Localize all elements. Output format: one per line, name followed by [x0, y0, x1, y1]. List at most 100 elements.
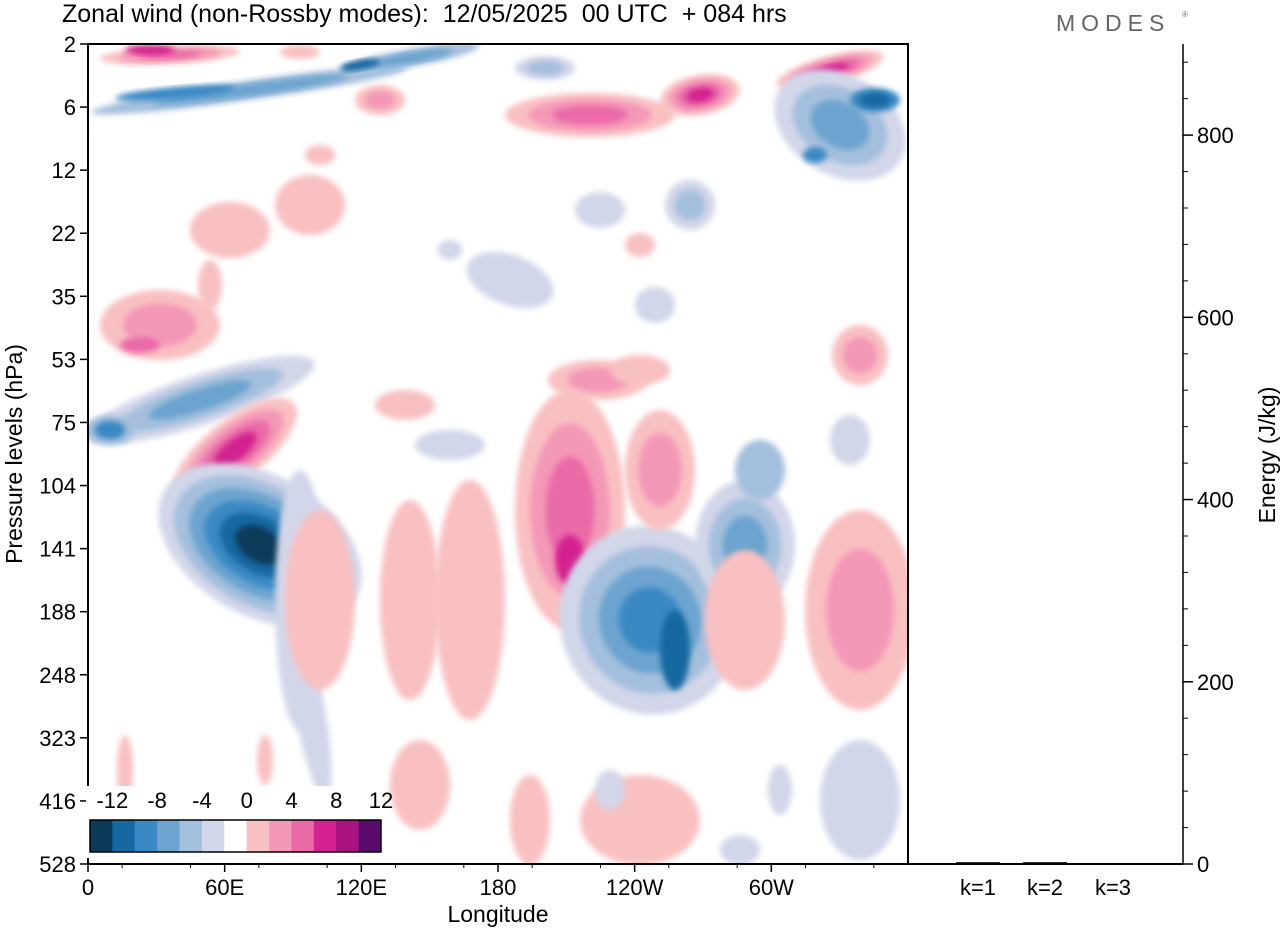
y-tick-label: 416 — [39, 789, 76, 814]
y-tick-label: 528 — [39, 852, 76, 877]
bar-category-label: k=2 — [1027, 875, 1063, 900]
contour-region — [149, 380, 251, 420]
contour-region — [810, 100, 870, 150]
contour-region — [575, 192, 625, 228]
y-tick-label: 2 — [64, 32, 76, 57]
x-tick-label: 60W — [749, 875, 794, 900]
y-tick-label: 104 — [39, 474, 76, 499]
colorbar-swatch — [336, 820, 360, 852]
energy-bar — [1023, 862, 1067, 864]
contour-region — [552, 105, 628, 125]
contour-region — [768, 765, 792, 815]
colorbar-swatch — [291, 820, 315, 852]
colorbar-tick-label: -12 — [96, 788, 128, 813]
contour-region — [705, 550, 785, 690]
y-tick-label: 22 — [52, 221, 76, 246]
contour-region — [635, 287, 675, 323]
y-axis-label: Pressure levels (hPa) — [1, 344, 27, 564]
contour-region — [660, 610, 690, 690]
x-axis: 0 60E 120E 180 120W 60W — [82, 864, 875, 900]
contour-region — [364, 90, 396, 110]
contour-region — [198, 260, 222, 310]
colorbar-swatch — [90, 820, 113, 852]
chart-title: Zonal wind (non-Rossby modes): 12/05/202… — [62, 0, 787, 28]
colorbar-tick-label: 12 — [369, 788, 393, 813]
contour-region — [340, 58, 380, 72]
modes-logo: MODES — [1056, 10, 1171, 36]
colorbar-tick-label: 8 — [330, 788, 342, 813]
y-tick-label: 323 — [39, 726, 76, 751]
contour-region — [510, 775, 550, 864]
energy-tick-label: 0 — [1197, 852, 1209, 877]
colorbar-swatch — [358, 820, 382, 852]
colorbar-swatch — [179, 820, 203, 852]
contour-region — [190, 202, 270, 258]
colorbar-swatch — [134, 820, 158, 852]
colorbar-swatch — [313, 820, 337, 852]
contour-region — [466, 251, 554, 309]
contour-region — [94, 420, 126, 440]
energy-tick-label: 200 — [1197, 670, 1234, 695]
contour-region — [803, 147, 827, 163]
x-tick-label: 60E — [205, 875, 244, 900]
x-tick-label: 120E — [336, 875, 387, 900]
colorbar-swatch — [201, 820, 225, 852]
contour-region — [545, 456, 595, 564]
contour-region — [367, 48, 453, 68]
contour-region — [235, 525, 285, 565]
colorbar-swatch — [224, 820, 248, 852]
contour-region — [380, 500, 440, 700]
colorbar-tick-label: -8 — [147, 788, 167, 813]
y-tick-label: 141 — [39, 537, 76, 562]
colorbar: -12 -8 -4 0 4 8 12 — [86, 786, 393, 858]
colorbar-tick-label: 0 — [241, 788, 253, 813]
contour-region — [686, 87, 714, 103]
contour-region — [257, 735, 273, 785]
contour-region — [830, 415, 870, 465]
contour-region — [638, 433, 682, 507]
energy-tick-label: 400 — [1197, 488, 1234, 513]
contour-region — [438, 240, 462, 260]
contour-region — [305, 145, 335, 165]
wind-field — [88, 44, 908, 864]
contour-region — [820, 740, 900, 860]
colorbar-tick-label: 4 — [285, 788, 297, 813]
registered-mark: ® — [1182, 10, 1188, 19]
x-tick-label: 120W — [606, 875, 664, 900]
energy-axis: 0 200 400 600 800 — [1183, 61, 1234, 877]
contour-region — [375, 390, 435, 420]
contour-region — [390, 740, 450, 830]
x-axis-label: Longitude — [447, 901, 548, 927]
y-tick-label: 35 — [52, 284, 76, 309]
contour-region — [526, 60, 564, 76]
x-tick-label: 180 — [480, 875, 517, 900]
y-tick-label: 248 — [39, 663, 76, 688]
energy-tick-label: 800 — [1197, 123, 1234, 148]
y-tick-label: 12 — [52, 158, 76, 183]
y-tick-label: 188 — [39, 600, 76, 625]
contour-region — [674, 189, 706, 221]
energy-axis-label: Energy (J/kg) — [1254, 387, 1280, 524]
contour-region — [595, 770, 625, 810]
contour-region — [735, 440, 785, 500]
contour-region — [826, 548, 894, 672]
contour-region — [610, 355, 670, 385]
contour-region — [435, 480, 505, 720]
y-tick-label: 75 — [52, 410, 76, 435]
colorbar-swatch — [112, 820, 136, 852]
contour-region — [125, 45, 175, 55]
colorbar-swatch — [269, 820, 292, 852]
energy-bar — [956, 862, 1000, 864]
colorbar-swatch — [246, 820, 270, 852]
contour-region — [280, 45, 320, 59]
bar-category-label: k=1 — [960, 875, 996, 900]
bar-category-label: k=3 — [1095, 875, 1131, 900]
contour-region — [115, 85, 235, 101]
energy-tick-label: 600 — [1197, 305, 1234, 330]
contour-region — [720, 835, 760, 864]
contour-region — [842, 336, 878, 374]
contour-region — [213, 431, 257, 469]
contour-region — [625, 233, 655, 257]
contour-region — [285, 510, 355, 690]
